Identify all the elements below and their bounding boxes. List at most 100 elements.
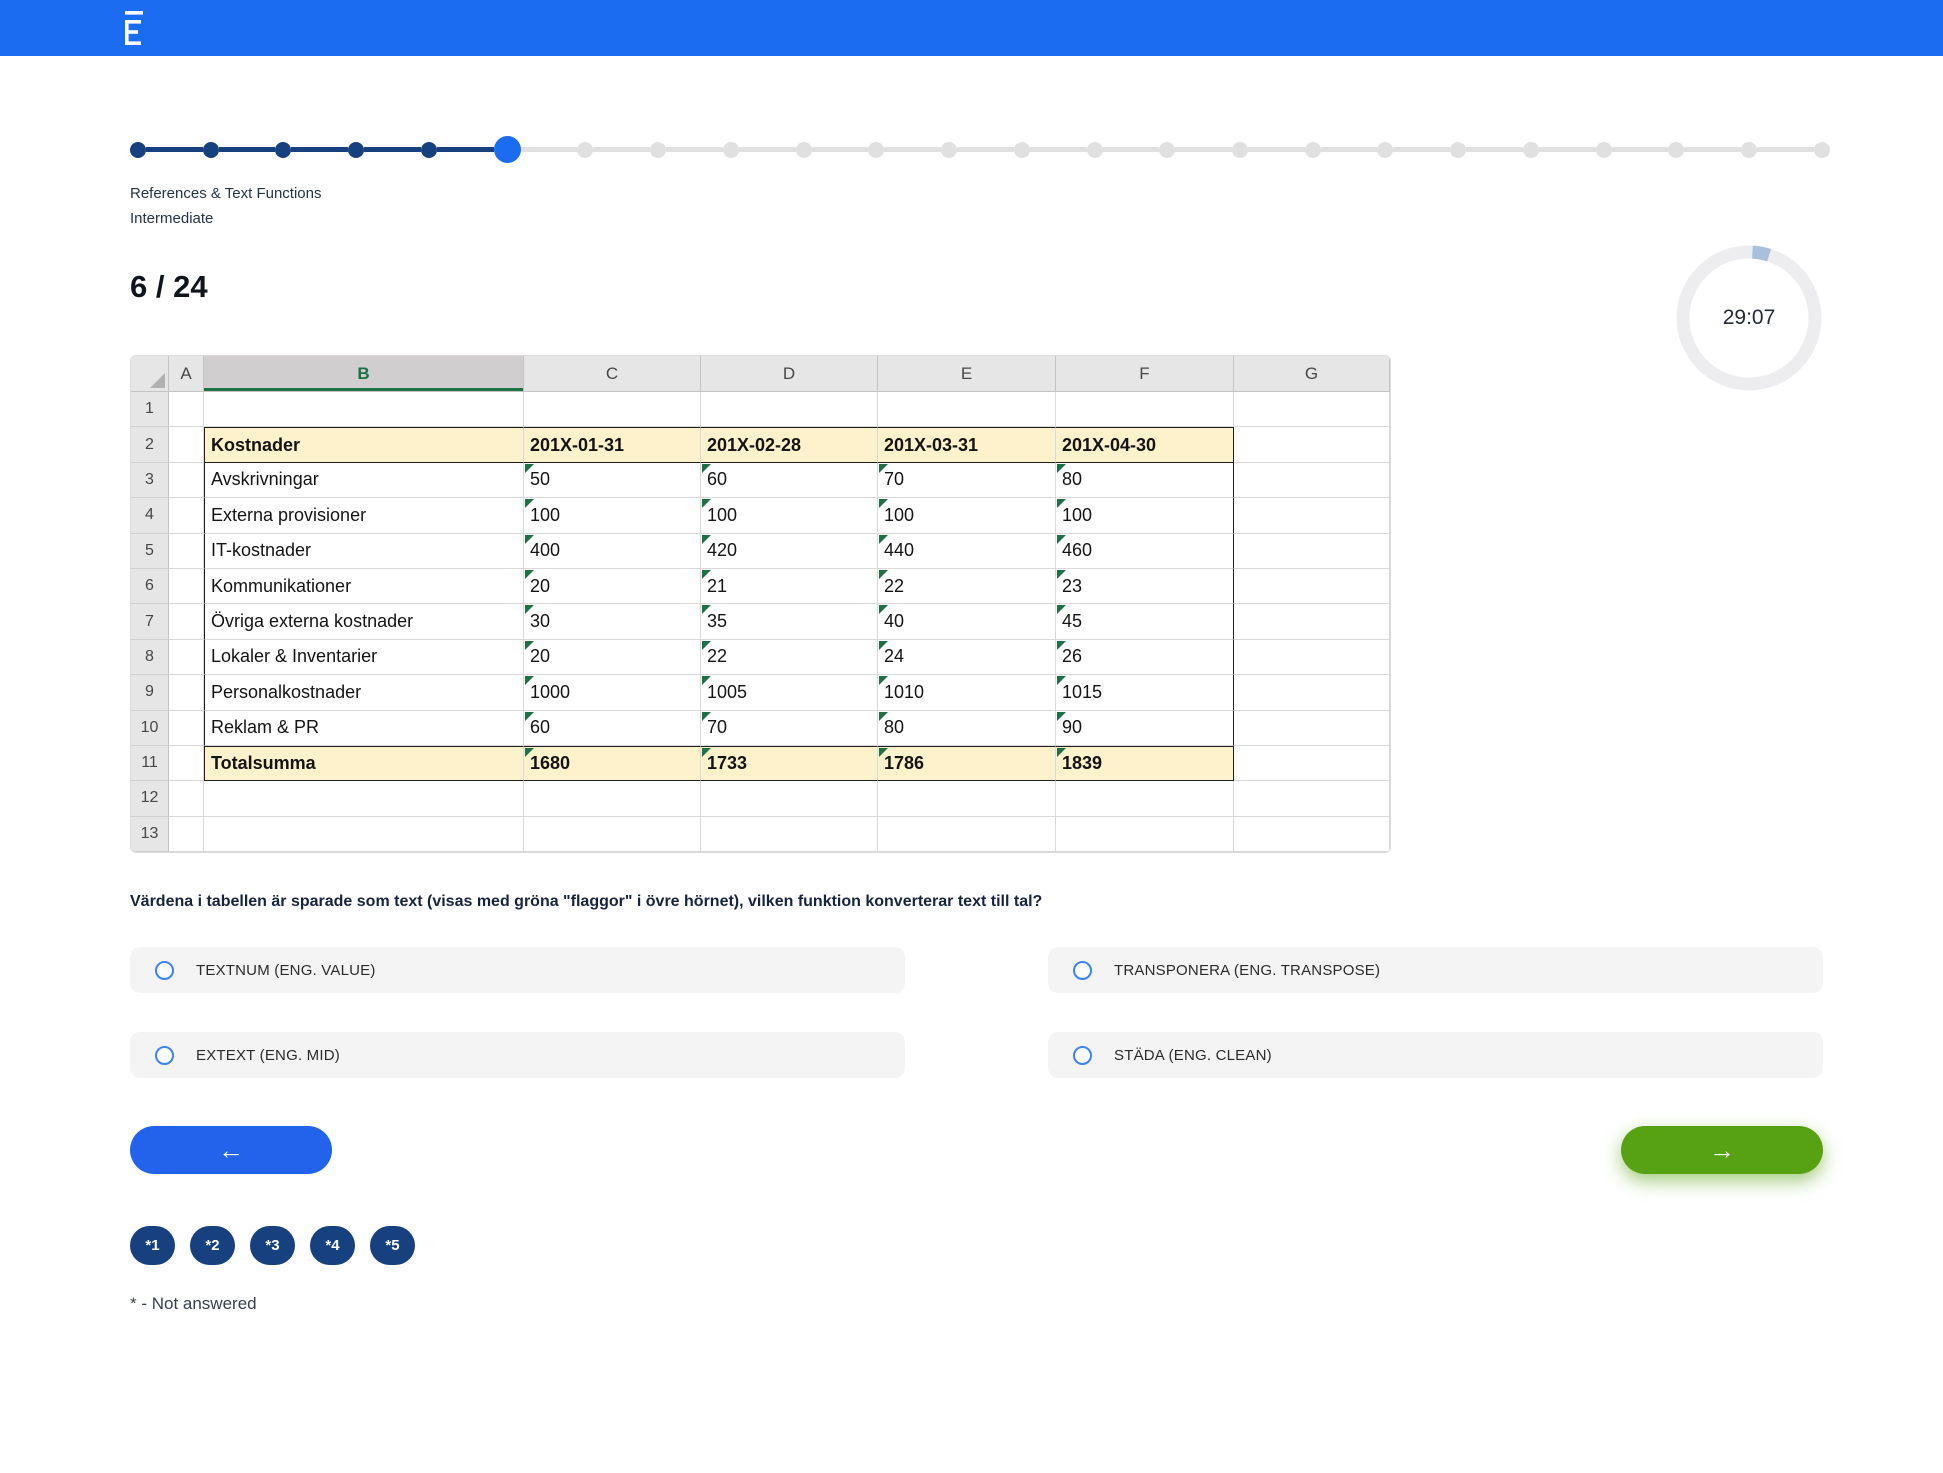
sheet-cell-E13 (878, 816, 1056, 853)
step-segment (146, 147, 203, 152)
sheet-cell-E10: 80 (878, 710, 1056, 746)
question-pill-1[interactable]: *1 (130, 1226, 175, 1266)
sheet-cell-C5: 400 (524, 533, 701, 569)
sheet-cell-A12 (169, 781, 204, 817)
sheet-cell-C3: 50 (524, 462, 701, 499)
sheet-cell-D6: 21 (701, 568, 878, 605)
question-pill-4[interactable]: *4 (310, 1226, 355, 1266)
answer-option-3[interactable]: EXTEXT (ENG. MID) (130, 1032, 905, 1079)
step-segment (957, 147, 1014, 152)
question-jump-pills: *1 *2 *3 *4 *5 (130, 1226, 1830, 1266)
row-header-4: 4 (131, 498, 169, 534)
row-header-10: 10 (131, 710, 169, 746)
radio-button-icon[interactable] (155, 1045, 174, 1065)
sheet-cell-E4: 100 (878, 498, 1056, 534)
radio-button-icon[interactable] (1073, 1045, 1092, 1065)
sheet-cell-C6: 20 (524, 568, 701, 605)
row-header-11: 11 (131, 745, 169, 782)
step-segment (218, 147, 276, 152)
step-segment (1175, 147, 1233, 152)
step-segment (738, 147, 796, 152)
column-header-C: C (524, 356, 701, 392)
step-dot-8 (650, 141, 667, 158)
sheet-cell-B8: Lokaler & Inventarier (204, 639, 524, 676)
sheet-cell-F6: 23 (1056, 568, 1234, 605)
sheet-cell-D4: 100 (701, 498, 878, 534)
sheet-cell-E12 (878, 781, 1056, 817)
step-dot-6 (493, 136, 521, 163)
back-button[interactable]: ← (130, 1126, 332, 1175)
question-pill-5[interactable]: *5 (370, 1226, 415, 1266)
sheet-cell-B3: Avskrivningar (204, 462, 524, 499)
step-dot-7 (577, 141, 594, 158)
step-segment (1102, 147, 1160, 152)
sheet-cell-G11 (1234, 745, 1390, 782)
answer-options: TEXTNUM (ENG. VALUE) TRANSPONERA (ENG. TR… (130, 947, 1830, 1079)
sheet-cell-F12 (1056, 781, 1234, 817)
step-dot-10 (795, 141, 812, 158)
arrow-right-icon: → (1709, 1134, 1735, 1165)
sheet-cell-G13 (1234, 816, 1390, 853)
step-segment (1466, 147, 1523, 152)
row-header-9: 9 (131, 675, 169, 711)
sheet-cell-C4: 100 (524, 498, 701, 534)
answer-option-label: EXTEXT (ENG. MID) (196, 1046, 340, 1064)
sheet-cell-E7: 40 (878, 604, 1056, 640)
sheet-cell-D12 (701, 781, 878, 817)
answer-option-2[interactable]: TRANSPONERA (ENG. TRANSPOSE) (1048, 947, 1823, 994)
progress-stepper (130, 136, 1830, 163)
step-segment (1248, 147, 1305, 152)
row-header-3: 3 (131, 462, 169, 499)
column-header-D: D (701, 356, 878, 392)
step-dot-4 (348, 141, 365, 158)
sheet-cell-B11: Totalsumma (204, 745, 524, 782)
sheet-cell-G7 (1234, 604, 1390, 640)
sheet-cell-C13 (524, 816, 701, 853)
sheet-cell-A6 (169, 568, 204, 605)
answer-option-1[interactable]: TEXTNUM (ENG. VALUE) (130, 947, 905, 994)
step-segment (884, 147, 942, 152)
sheet-cell-D1 (701, 392, 878, 428)
step-segment (436, 147, 494, 152)
step-dot-12 (941, 141, 958, 158)
column-header-E: E (878, 356, 1056, 392)
answer-option-4[interactable]: STÄDA (ENG. CLEAN) (1048, 1032, 1823, 1079)
step-dot-17 (1304, 141, 1321, 158)
row-header-2: 2 (131, 427, 169, 463)
sheet-cell-A10 (169, 710, 204, 746)
sheet-cell-D10: 70 (701, 710, 878, 746)
sheet-cell-C9: 1000 (524, 675, 701, 711)
radio-button-icon[interactable] (1073, 960, 1092, 980)
sheet-cell-D5: 420 (701, 533, 878, 569)
sheet-cell-E5: 440 (878, 533, 1056, 569)
select-all-corner (131, 356, 169, 392)
countdown-timer: 29:07 (1675, 244, 1823, 392)
answer-option-label: TEXTNUM (ENG. VALUE) (196, 961, 376, 979)
select-all-triangle-icon (150, 373, 165, 388)
radio-button-icon[interactable] (155, 960, 174, 980)
sheet-cell-G10 (1234, 710, 1390, 746)
sheet-cell-D7: 35 (701, 604, 878, 640)
sheet-cell-F5: 460 (1056, 533, 1234, 569)
sheet-cell-C11: 1680 (524, 745, 701, 782)
arrow-left-icon: ← (218, 1134, 244, 1165)
app-logo-icon (125, 11, 143, 45)
sheet-cell-D2: 201X-02-28 (701, 427, 878, 463)
sheet-cell-B9: Personalkostnader (204, 675, 524, 711)
sheet-cell-D11: 1733 (701, 745, 878, 782)
step-dot-21 (1595, 141, 1612, 158)
step-segment (520, 147, 578, 152)
question-pill-3[interactable]: *3 (250, 1226, 295, 1266)
step-segment (1029, 147, 1087, 152)
sheet-cell-F13 (1056, 816, 1234, 853)
step-segment (1611, 147, 1669, 152)
sheet-cell-A5 (169, 533, 204, 569)
sheet-cell-G3 (1234, 462, 1390, 499)
row-header-5: 5 (131, 533, 169, 569)
next-button[interactable]: → (1621, 1126, 1823, 1175)
sheet-cell-F11: 1839 (1056, 745, 1234, 782)
row-header-12: 12 (131, 781, 169, 817)
question-pill-2[interactable]: *2 (190, 1226, 235, 1266)
step-segment (666, 147, 723, 152)
step-dot-23 (1741, 141, 1758, 158)
